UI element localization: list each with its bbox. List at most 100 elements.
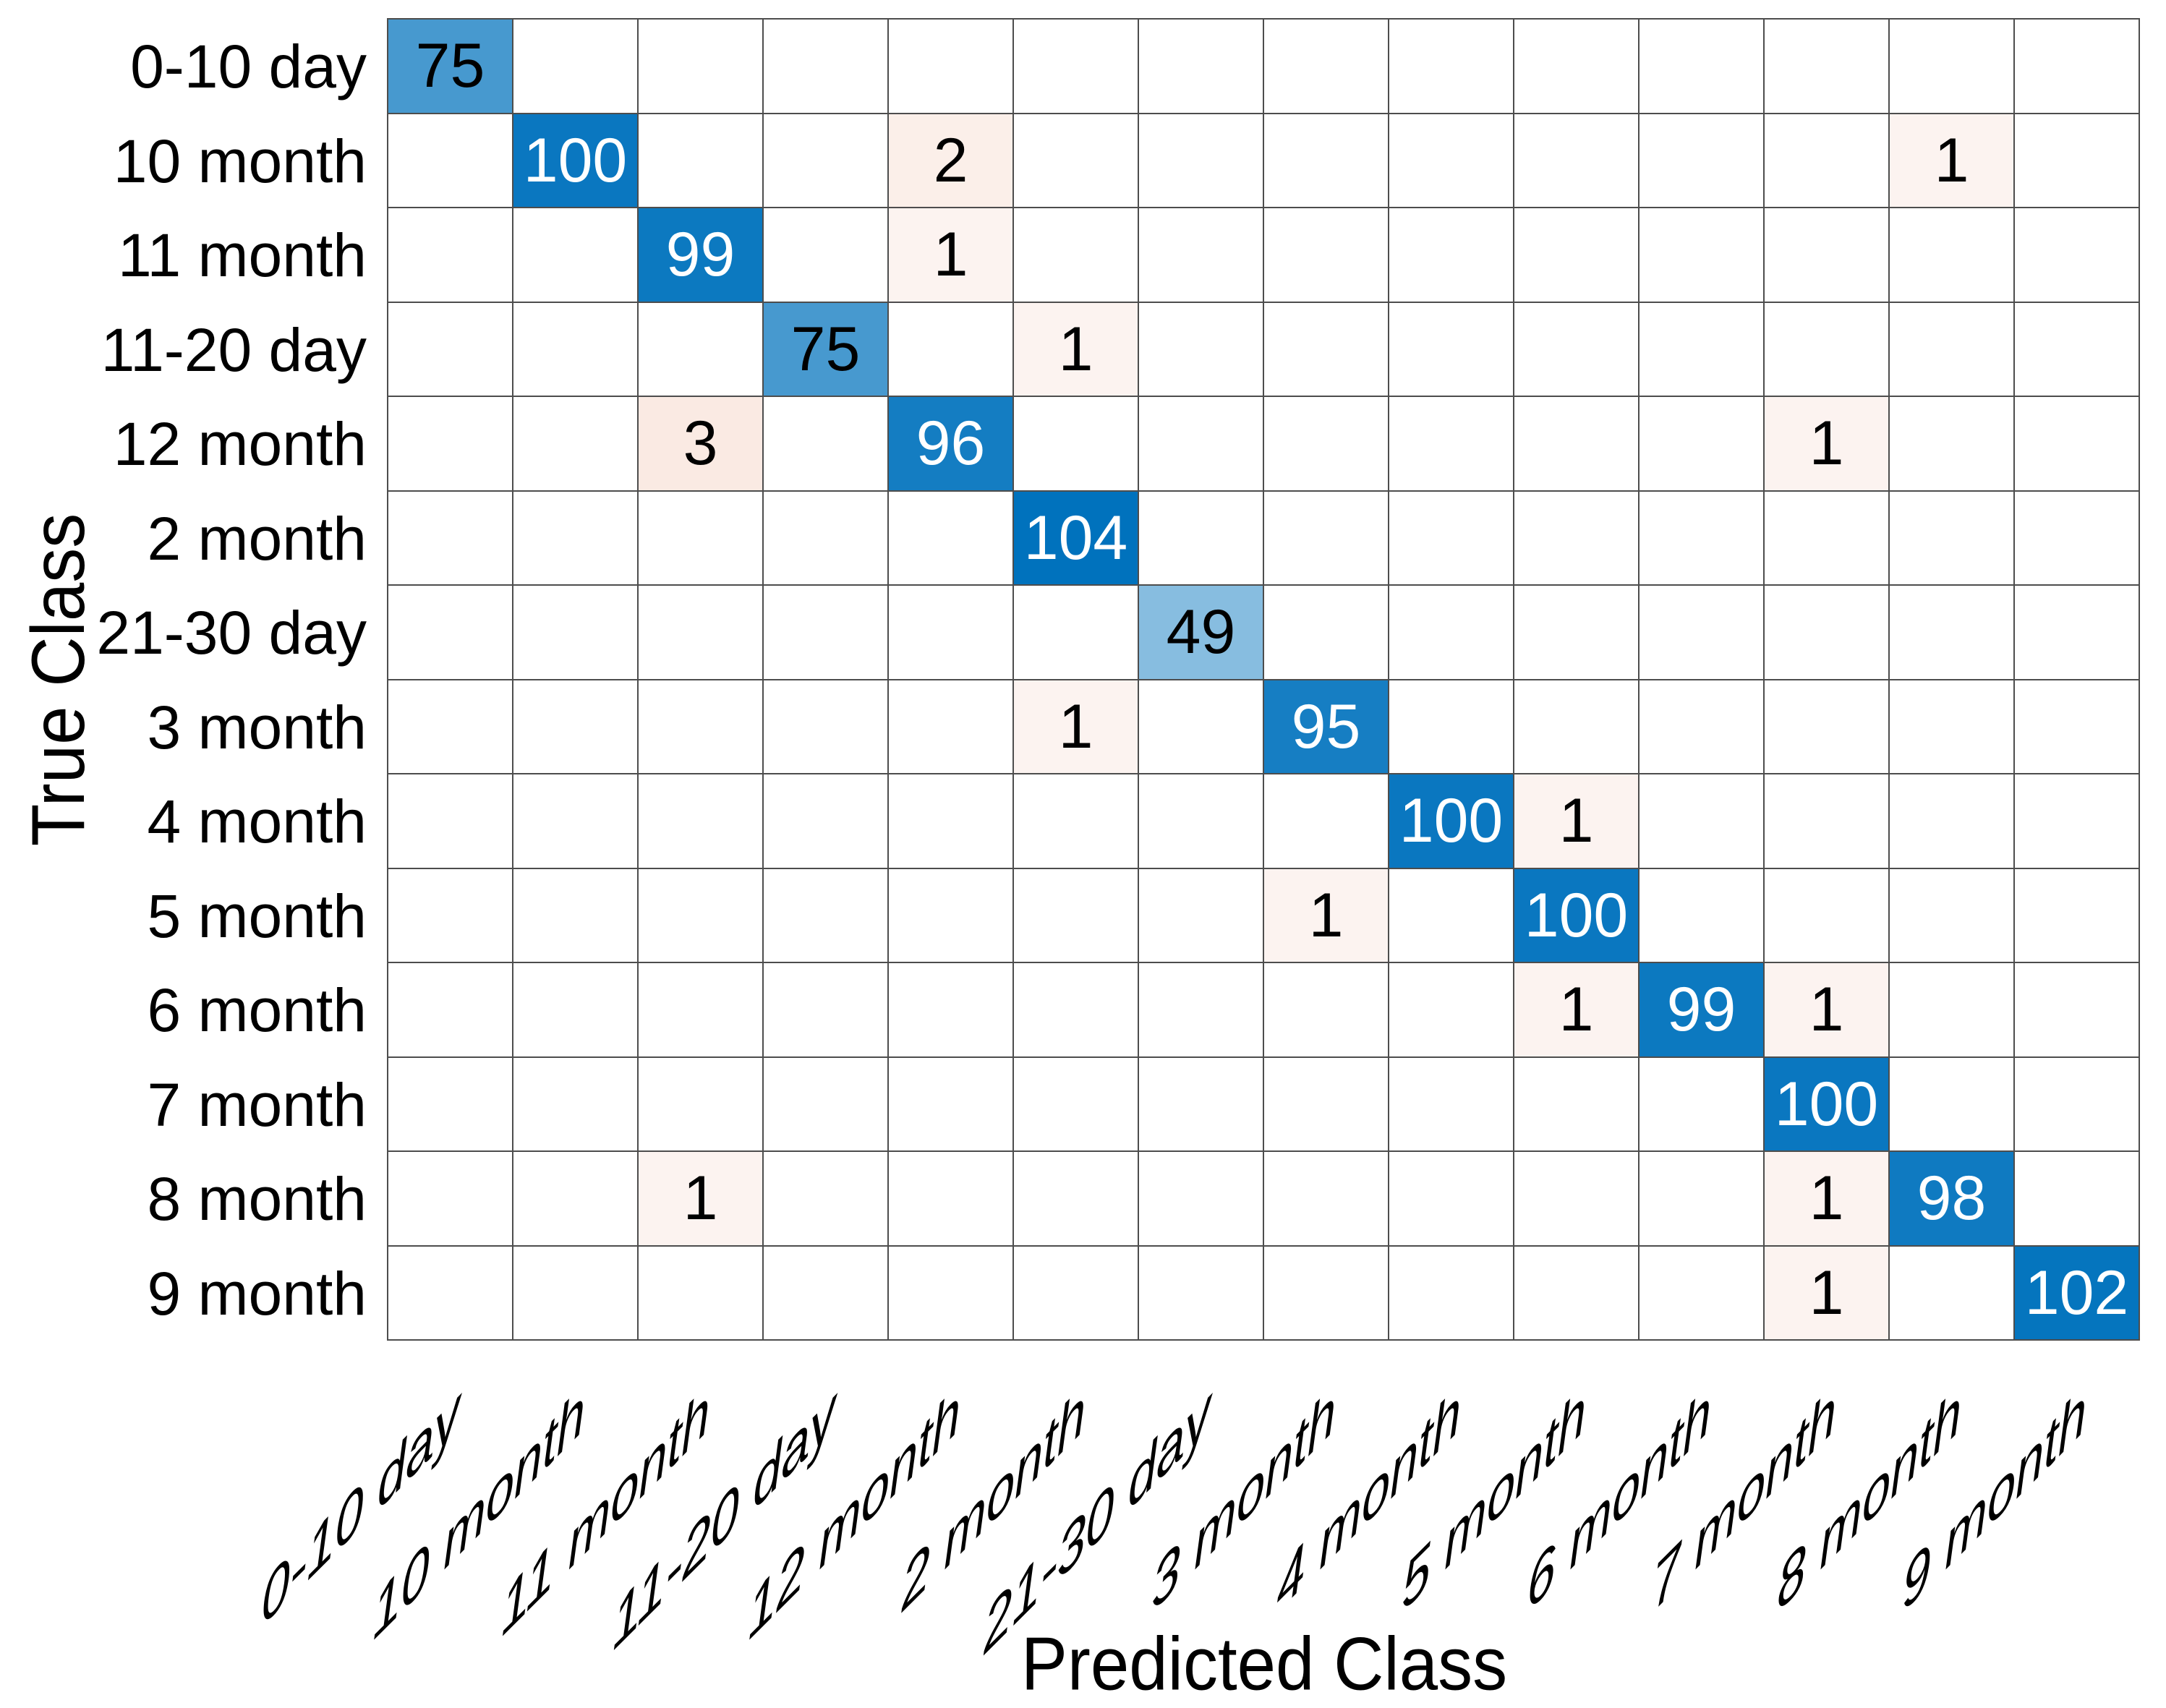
row-label: 6 month [147, 976, 367, 1044]
matrix-cell: 1 [1514, 963, 1640, 1058]
matrix-cell: 1 [1014, 302, 1139, 397]
matrix-cell [1765, 680, 1890, 774]
matrix-cell [2015, 114, 2140, 208]
matrix-cell [1890, 680, 2015, 774]
matrix-cell: 1 [1264, 868, 1389, 963]
matrix-cell [388, 1057, 513, 1152]
matrix-cell [388, 586, 513, 680]
matrix-cell [1640, 491, 1765, 586]
matrix-cell [1389, 680, 1514, 774]
matrix-cell [1139, 114, 1264, 208]
matrix-cell [1514, 680, 1640, 774]
matrix-cell [2015, 868, 2140, 963]
matrix-cell [2015, 586, 2140, 680]
matrix-cell [1389, 586, 1514, 680]
row-label: 10 month [113, 127, 367, 195]
matrix-cell: 99 [639, 208, 764, 303]
column-label: 0-10 day [261, 1371, 460, 1641]
matrix-cell [1264, 302, 1389, 397]
matrix-cell [1640, 20, 1765, 114]
matrix-cell [388, 491, 513, 586]
matrix-cell [1765, 491, 1890, 586]
matrix-cell [889, 20, 1014, 114]
matrix-cell [1264, 20, 1389, 114]
matrix-cell [2015, 397, 2140, 492]
row-label: 7 month [147, 1070, 367, 1139]
matrix-cell [1014, 774, 1139, 869]
matrix-cell [2015, 208, 2140, 303]
matrix-cell [513, 397, 639, 492]
matrix-cell [1264, 208, 1389, 303]
matrix-cell [764, 491, 889, 586]
matrix-cell: 1 [1765, 1246, 1890, 1341]
matrix-cell [1139, 1152, 1264, 1247]
matrix-cell [639, 491, 764, 586]
matrix-cell [1389, 208, 1514, 303]
matrix-cell [1640, 868, 1765, 963]
matrix-cell [639, 1246, 764, 1341]
matrix-cell [1890, 302, 2015, 397]
matrix-cell [2015, 20, 2140, 114]
matrix-cell [639, 20, 764, 114]
matrix-cell [1640, 397, 1765, 492]
matrix-cell [889, 302, 1014, 397]
matrix-cell: 1 [1765, 397, 1890, 492]
matrix-cell [1264, 774, 1389, 869]
matrix-cell [1264, 1246, 1389, 1341]
matrix-cell [388, 868, 513, 963]
matrix-cell [1765, 774, 1890, 869]
matrix-cell [1014, 208, 1139, 303]
matrix-cell [1765, 302, 1890, 397]
matrix-cell [1765, 114, 1890, 208]
matrix-cell [1890, 1246, 2015, 1341]
matrix-cell [889, 868, 1014, 963]
matrix-cell [1514, 20, 1640, 114]
matrix-cell [639, 868, 764, 963]
matrix-cell [764, 20, 889, 114]
matrix-cell [1514, 1152, 1640, 1247]
matrix-cell: 95 [1264, 680, 1389, 774]
matrix-cell [764, 586, 889, 680]
matrix-cell [513, 208, 639, 303]
matrix-cell [1514, 302, 1640, 397]
matrix-cell [1264, 491, 1389, 586]
matrix-cell [1264, 397, 1389, 492]
matrix-cell [513, 963, 639, 1058]
matrix-cell [1890, 586, 2015, 680]
matrix-cell [2015, 1152, 2140, 1247]
matrix-cell [513, 1057, 639, 1152]
matrix-cell: 1 [1765, 1152, 1890, 1247]
matrix-cell [1514, 397, 1640, 492]
matrix-cell [2015, 774, 2140, 869]
matrix-cell [1389, 1152, 1514, 1247]
matrix-cell [513, 20, 639, 114]
matrix-cell [1890, 20, 2015, 114]
matrix-cell: 1 [889, 208, 1014, 303]
column-label: 10 month [372, 1371, 585, 1655]
matrix-cell [1139, 963, 1264, 1058]
matrix-cell [513, 868, 639, 963]
matrix-cell [513, 491, 639, 586]
matrix-cell [889, 963, 1014, 1058]
matrix-cell [2015, 491, 2140, 586]
matrix-cell [1139, 20, 1264, 114]
matrix-cell [2015, 963, 2140, 1058]
row-label: 4 month [147, 787, 367, 855]
matrix-grid: 75 100 2 1 99 1 75 1 3 96 1 104 49 1 95 100 1 1 100 1 99 1 100… [387, 18, 2140, 1341]
matrix-cell [889, 1057, 1014, 1152]
matrix-cell [513, 302, 639, 397]
matrix-cell [1890, 491, 2015, 586]
matrix-cell [764, 1152, 889, 1247]
matrix-cell [388, 208, 513, 303]
matrix-cell [1765, 20, 1890, 114]
matrix-cell [1014, 20, 1139, 114]
matrix-cell [1890, 774, 2015, 869]
matrix-cell [1389, 1057, 1514, 1152]
matrix-cell: 2 [889, 114, 1014, 208]
matrix-cell: 99 [1640, 963, 1765, 1058]
matrix-cell [513, 680, 639, 774]
matrix-cell [513, 1152, 639, 1247]
column-label: 11-20 day [612, 1371, 835, 1665]
matrix-cell [1640, 114, 1765, 208]
